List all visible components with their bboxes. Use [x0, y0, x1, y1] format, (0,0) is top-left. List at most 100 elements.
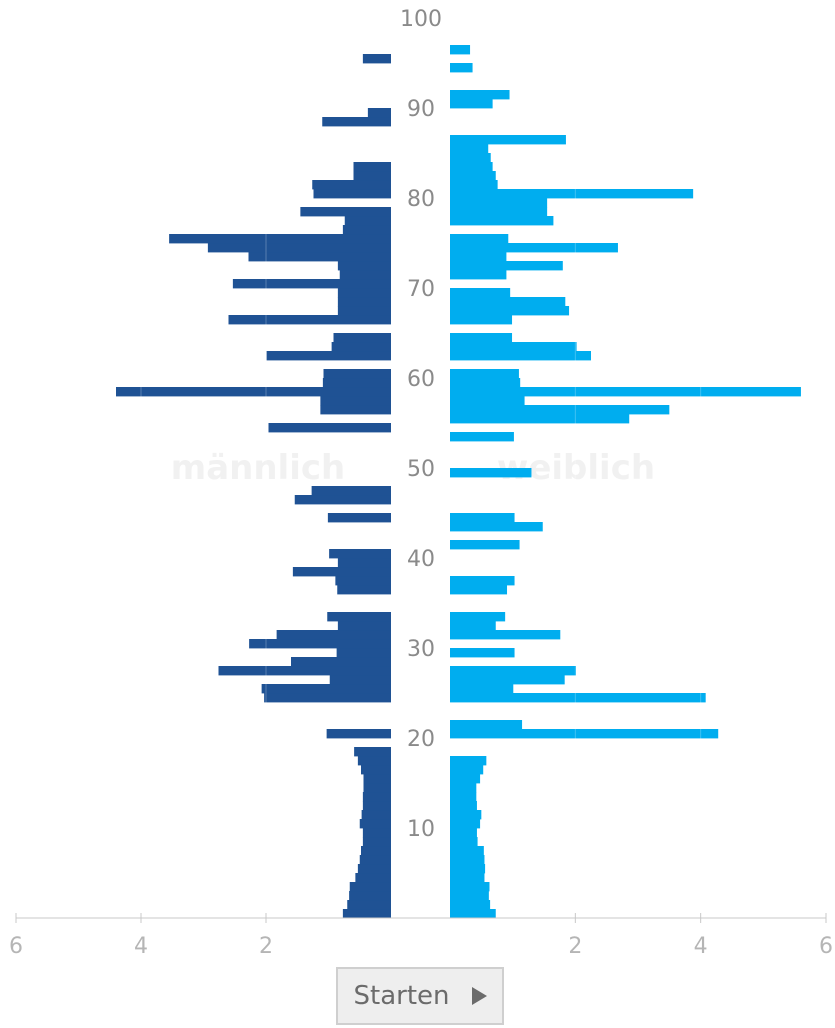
female-bar-age-86 [450, 135, 566, 145]
female-bar-age-49 [450, 468, 532, 478]
watermark-male: männlich [171, 448, 345, 488]
male-bar-age-30 [249, 639, 391, 649]
male-bar-age-10 [359, 819, 391, 829]
male-bar-age-9 [362, 828, 391, 838]
male-bar-age-4 [355, 873, 391, 883]
female-bar-age-14 [450, 783, 477, 793]
x-tick-label-4: 4 [694, 934, 708, 959]
female-bar-age-60 [450, 369, 519, 379]
female-bar-age-77 [450, 216, 554, 226]
male-bar-age-74 [207, 243, 391, 253]
female-bar-age-1 [450, 900, 491, 910]
female-bar-age-16 [450, 765, 484, 775]
female-bar-age-7 [450, 846, 484, 856]
female-bar-age-11 [450, 810, 482, 820]
female-bar-age-10 [450, 819, 481, 829]
male-bar-age-3 [349, 882, 391, 892]
x-tick-label-5: 6 [819, 934, 833, 959]
male-bar-age-1 [347, 900, 391, 910]
female-bar-age-25 [450, 684, 514, 694]
age-label-20: 20 [407, 727, 435, 752]
female-bar-age-79 [450, 198, 548, 208]
male-bar-age-13 [362, 792, 391, 802]
age-label-60: 60 [407, 367, 435, 392]
start-button[interactable]: Starten [336, 967, 504, 1025]
female-bar-age-62 [450, 351, 591, 361]
start-button-label: Starten [353, 981, 450, 1011]
male-bar-age-59 [322, 378, 391, 388]
male-bar-age-82 [353, 171, 391, 181]
male-bar-age-64 [333, 333, 391, 343]
female-bar-age-17 [450, 756, 487, 766]
male-bar-age-16 [361, 765, 391, 775]
female-bar-age-85 [450, 144, 489, 154]
male-bar-age-2 [349, 891, 391, 901]
female-bar-age-2 [450, 891, 489, 901]
male-bar-age-25 [261, 684, 391, 694]
female-bar-age-72 [450, 261, 563, 271]
male-bar-age-7 [361, 846, 391, 856]
male-bar-age-36 [337, 585, 391, 595]
male-bar-age-38 [292, 567, 391, 577]
male-bar-age-78 [300, 207, 391, 217]
female-bar-age-4 [450, 873, 485, 883]
male-bar-age-5 [357, 864, 391, 874]
female-bar-age-13 [450, 792, 477, 802]
male-bar-age-29 [336, 648, 391, 658]
female-bar-age-83 [450, 162, 493, 172]
female-bar-age-71 [450, 270, 507, 280]
play-icon [471, 987, 487, 1005]
male-bar-age-68 [337, 297, 391, 307]
female-bar-age-90 [450, 99, 493, 109]
male-bar-age-40 [329, 549, 391, 559]
male-bar-age-32 [337, 621, 391, 631]
grid-lines [140, 18, 702, 918]
female-bar-age-96 [450, 45, 471, 55]
male-bar-age-57 [320, 396, 391, 406]
female-bar-age-53 [450, 432, 514, 442]
x-axis: 6 4 2 2 4 6 [9, 913, 833, 959]
male-bar-age-67 [337, 306, 391, 316]
female-bar-age-80 [450, 189, 694, 199]
male-bar-age-14 [363, 783, 391, 793]
male-bar-age-54 [268, 423, 391, 433]
male-bar-age-26 [329, 675, 391, 685]
female-bar-age-73 [450, 252, 507, 262]
population-pyramid-chart: männlich weiblich 102030405060708090100 … [9, 7, 833, 959]
female-bar-age-15 [450, 774, 481, 784]
age-label-10: 10 [407, 817, 435, 842]
x-tick-label-3: 2 [568, 934, 582, 959]
age-label-80: 80 [407, 187, 435, 212]
male-bar-age-70 [232, 279, 391, 289]
male-bar-age-72 [337, 261, 391, 271]
age-label-50: 50 [407, 457, 435, 482]
age-label-100: 100 [400, 7, 442, 32]
female-bar-age-3 [450, 882, 490, 892]
female-bar-age-81 [450, 180, 498, 190]
x-tick-label-0: 6 [9, 934, 23, 959]
female-bar-age-0 [450, 909, 496, 919]
male-bar-age-27 [218, 666, 391, 676]
female-bar-age-78 [450, 207, 548, 217]
female-bar-age-6 [450, 855, 485, 865]
female-bar-age-82 [450, 171, 496, 181]
male-bar-age-44 [327, 513, 391, 523]
male-bar-age-58 [116, 387, 391, 397]
male-bar-age-0 [342, 909, 391, 919]
male-bar-age-89 [367, 108, 391, 118]
female-bar-age-27 [450, 666, 576, 676]
age-label-70: 70 [407, 277, 435, 302]
female-bar-age-67 [450, 306, 570, 316]
female-bar-age-74 [450, 243, 618, 253]
male-bar-age-56 [320, 405, 391, 415]
age-label-30: 30 [407, 637, 435, 662]
male-bar-age-80 [313, 189, 391, 199]
age-label-40: 40 [407, 547, 435, 572]
male-bar-age-37 [335, 576, 391, 586]
male-bar-age-69 [337, 288, 391, 298]
female-bar-age-37 [450, 576, 515, 586]
female-bar-age-84 [450, 153, 491, 163]
age-label-90: 90 [407, 97, 435, 122]
male-bar-age-15 [363, 774, 391, 784]
female-bar-age-43 [450, 522, 543, 532]
